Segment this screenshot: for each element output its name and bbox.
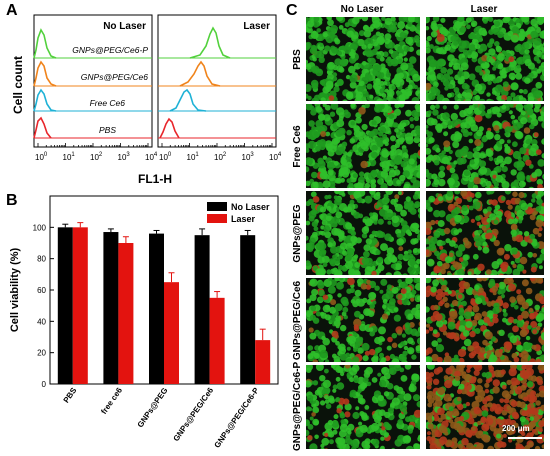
panel-a-tick-label: 104 [145,152,158,162]
micrograph [425,103,545,189]
bar-no-laser [194,235,210,384]
legend-label: No Laser [231,202,270,212]
row-label: Free Ce6 [291,124,303,168]
curve-right-pbs [159,117,180,139]
panel-a-tick-label: 103 [118,152,131,162]
panel-a-ylabel: Cell count [11,56,25,114]
label-pbs: PBS [99,125,116,135]
panel-b-ytick-label: 80 [37,255,46,264]
panel-a-tick-label: 101 [63,152,76,162]
panel-a-right-title: Laser [243,21,270,32]
curve-right-ce6 [179,60,221,87]
micrograph [305,277,421,363]
legend-swatch [207,214,227,223]
col-header-laser: Laser [470,4,498,15]
legend-swatch [207,202,227,211]
panel-b-ylabel: Cell viability (%) [9,247,21,332]
bar-no-laser [149,233,164,384]
row-label: GNPs@PEG [291,203,303,263]
panel-a-tick-label: 104 [269,152,282,162]
row-label: GNPs@PEG/Ce6 [291,280,303,360]
micrograph [305,364,421,450]
curve-left-ce6p [33,28,57,59]
panel-a-xlabel: FL1-H [138,172,172,186]
panel-b-category-label: GNPs@PEG [136,386,170,429]
panel-b-ytick-label: 60 [37,286,46,295]
curve-left-ce6 [33,60,57,87]
curve-left-free [33,88,57,112]
label-ce6p: GNPs@PEG/Ce6-P [72,45,148,55]
panel-b-category-label: GNPs@PEG/Ce6 [172,386,216,444]
micrograph [425,190,545,276]
panel-b-category-label: PBS [62,385,79,404]
panel-b-label: B [6,192,18,209]
panel-b-ytick-label: 40 [37,317,46,326]
bar-laser [255,340,271,384]
curve-right-ce6p [189,26,231,59]
row-label: GNPs@PEG/Ce6-P [291,361,303,451]
micrograph [305,103,421,189]
panel-a-left-title: No Laser [103,21,146,32]
micrograph [425,364,545,450]
bar-laser [72,227,88,384]
panel-b-bar-chart: Cell viability (%) 0 20 40 60 80 100 PBS free … [9,195,279,450]
curve-left-pbs [33,116,52,139]
panel-a-label: A [6,2,18,19]
bar-no-laser [103,232,119,384]
panel-b-ytick-label: 0 [42,380,47,389]
panel-a-histograms: Cell count No Laser Laser GNPs@PEG/Ce6-P… [11,14,282,186]
panel-a-tick-label: 100 [159,152,172,162]
label-ce6: GNPs@PEG/Ce6 [81,72,148,82]
micrograph [305,16,421,102]
label-free: Free Ce6 [90,98,126,108]
micrograph [305,190,421,276]
bar-laser [164,282,179,384]
panel-a-tick-label: 103 [242,152,255,162]
panel-a-tick-label: 102 [214,152,227,162]
micrograph [425,277,545,363]
panel-a-tick-label: 102 [90,152,103,162]
panel-c-label: C [286,2,298,19]
bar-no-laser [57,227,73,384]
col-header-no-laser: No Laser [340,4,384,15]
micrograph [425,16,545,102]
panel-b-ytick-label: 100 [33,223,47,232]
curve-right-free [169,88,207,112]
row-label: PBS [291,48,303,70]
bar-laser [118,243,134,384]
panel-b-category-label: free ce6 [99,386,124,416]
panel-b-ytick-label: 20 [37,349,46,358]
legend-label: Laser [231,214,256,224]
bar-no-laser [240,235,256,384]
scale-bar [508,437,542,439]
scale-bar-label: 200 μm [502,424,530,433]
panel-a-tick-label: 100 [35,152,48,162]
panel-a-tick-label: 101 [187,152,200,162]
panel-b-category-label: GNPs@PEG/Ce6-P [213,385,262,449]
bar-laser [209,297,225,384]
